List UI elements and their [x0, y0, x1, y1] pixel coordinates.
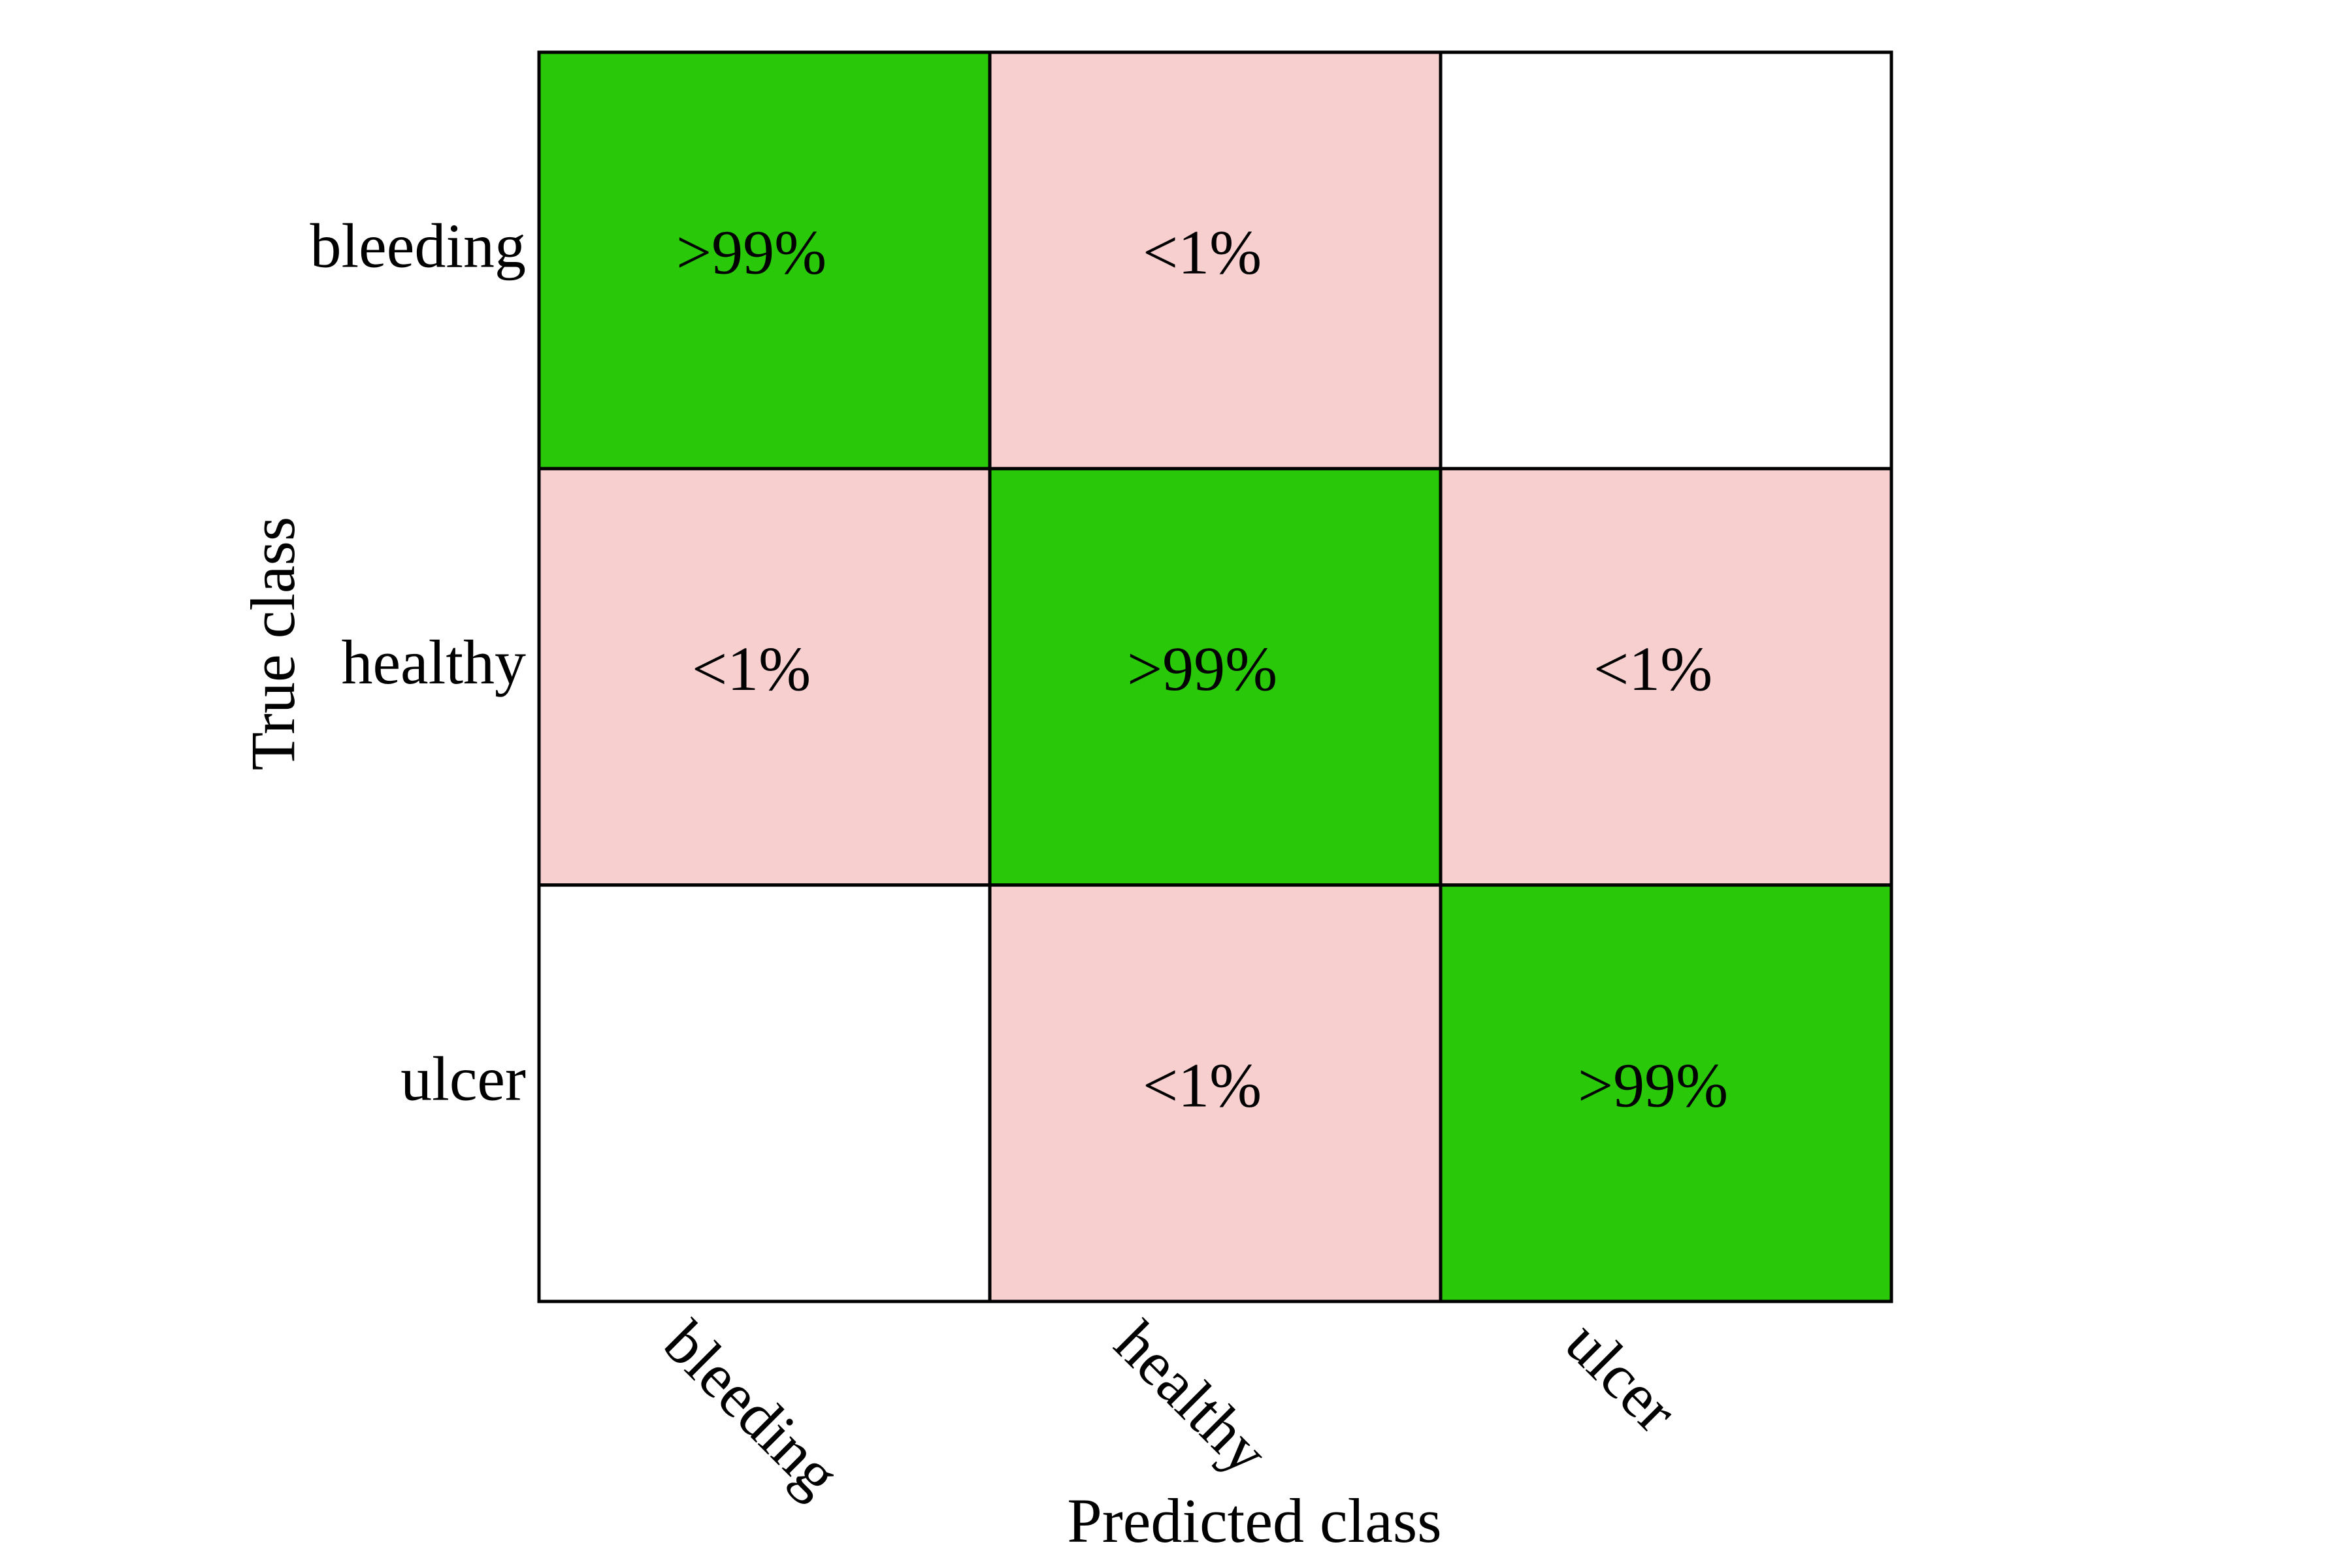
matrix-cell-bleeding-bleeding — [537, 50, 992, 470]
matrix-cell-label: >99% — [1127, 634, 1277, 704]
matrix-cell-bleeding-ulcer — [1439, 50, 1893, 470]
x-axis-title: Predicted class — [1067, 1486, 1441, 1556]
y-tick-label-ulcer: ulcer — [400, 1043, 526, 1113]
matrix-cell-healthy-healthy — [988, 466, 1443, 887]
matrix-cell-label: <1% — [1593, 634, 1712, 704]
y-tick-label-bleeding: bleeding — [310, 211, 526, 281]
matrix-cells — [537, 50, 1893, 1303]
matrix-cell-label: <1% — [1143, 218, 1262, 287]
y-tick-label-healthy: healthy — [341, 627, 526, 697]
matrix-cell-label: >99% — [676, 218, 826, 287]
x-tick-label-ulcer: ulcer — [1552, 1307, 1690, 1445]
x-axis-tick-labels: bleeding healthy ulcer — [651, 1307, 1690, 1509]
x-tick-label-bleeding: bleeding — [651, 1307, 853, 1509]
y-axis-title: True class — [238, 517, 308, 770]
matrix-cell-bleeding-healthy — [988, 50, 1443, 470]
x-tick-label-healthy: healthy — [1102, 1307, 1281, 1487]
matrix-cell-label: >99% — [1578, 1050, 1728, 1120]
matrix-cell-ulcer-healthy — [988, 883, 1443, 1303]
matrix-cell-label: <1% — [692, 634, 811, 704]
matrix-cell-ulcer-ulcer — [1439, 883, 1893, 1303]
matrix-cell-labels: >99% <1% <1% >99% <1% <1% >99% — [676, 218, 1728, 1120]
matrix-cell-healthy-ulcer — [1439, 466, 1893, 887]
matrix-cell-label: <1% — [1143, 1050, 1262, 1120]
y-axis-tick-labels: bleeding healthy ulcer — [310, 211, 526, 1114]
matrix-cell-healthy-bleeding — [537, 466, 992, 887]
matrix-cell-ulcer-bleeding — [537, 883, 992, 1303]
